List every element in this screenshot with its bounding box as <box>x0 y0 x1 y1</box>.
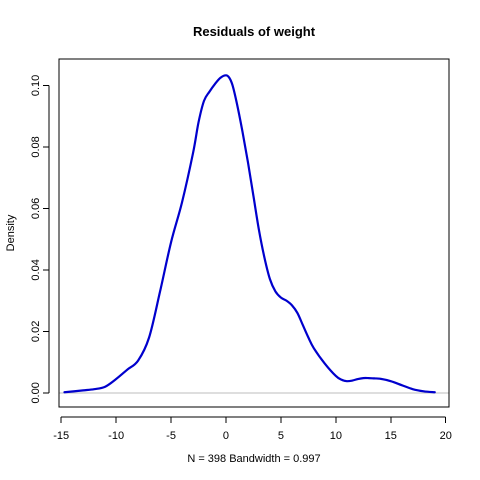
y-tick-label: 0.04 <box>30 259 42 280</box>
x-tick-label: 15 <box>385 430 397 442</box>
y-axis: 0.00 0.02 0.04 0.06 0.08 0.10 <box>30 75 50 404</box>
x-tick-label: 10 <box>330 430 342 442</box>
x-tick-label: -15 <box>53 430 69 442</box>
x-axis: -15 -10 -5 0 5 10 15 20 <box>53 416 452 442</box>
x-axis-label: N = 398 Bandwidth = 0.997 <box>187 453 320 465</box>
x-tick-label: -10 <box>108 430 124 442</box>
x-tick-label: 5 <box>278 430 284 442</box>
x-tick-label: -5 <box>166 430 176 442</box>
plot-frame <box>58 58 450 408</box>
y-tick-label: 0.10 <box>30 75 42 96</box>
x-tick-label: 0 <box>223 430 229 442</box>
density-curve <box>63 74 436 394</box>
y-axis-label: Density <box>5 214 17 251</box>
y-tick-label: 0.02 <box>30 321 42 342</box>
x-tick-label: 20 <box>440 430 452 442</box>
y-tick-label: 0.00 <box>30 382 42 403</box>
chart-title: Residuals of weight <box>193 24 316 39</box>
y-tick-label: 0.08 <box>30 136 42 157</box>
y-tick-label: 0.06 <box>30 198 42 219</box>
